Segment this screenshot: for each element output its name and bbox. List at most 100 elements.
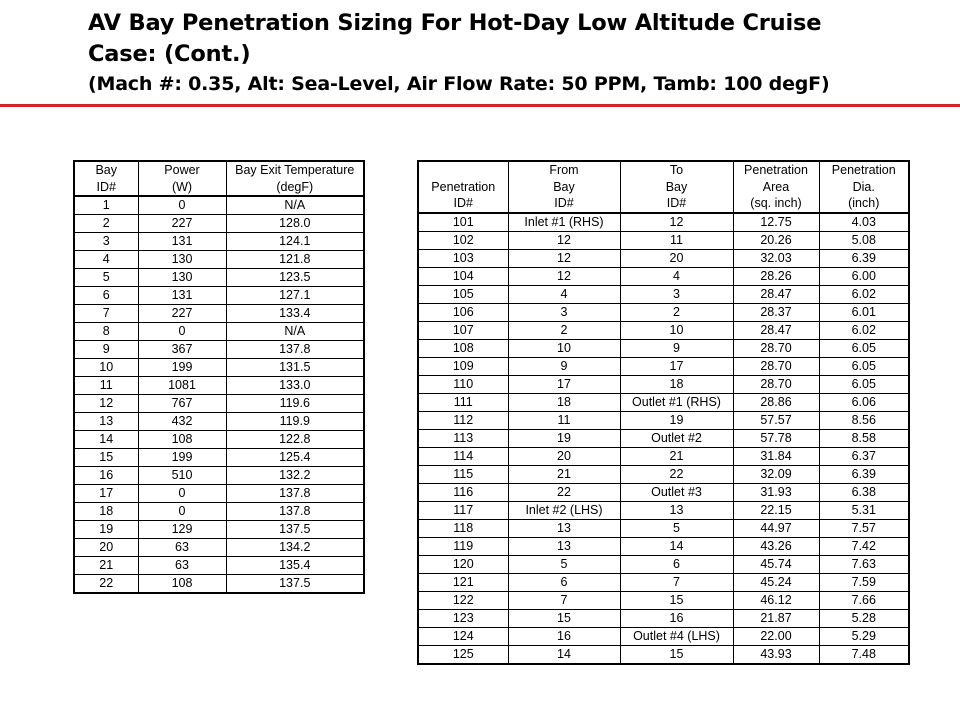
- bay-cell: 6: [73, 286, 139, 305]
- penetration-cell: 18: [619, 374, 734, 394]
- penetration-cell: 32.03: [732, 248, 820, 268]
- penetration-cell: 8.58: [818, 428, 910, 448]
- table-row: 108 10 9 28.70 6.05: [417, 338, 910, 358]
- bay-cell: 13: [73, 412, 139, 431]
- bay-cell: 130: [137, 268, 227, 287]
- penetration-header-text: Bay: [553, 179, 575, 194]
- bay-header-text: (degF): [276, 179, 314, 194]
- penetration-cell: 21: [507, 464, 621, 484]
- bay-cell: 125.4: [225, 448, 365, 467]
- penetration-header-text: Dia.: [852, 179, 875, 194]
- penetration-cell: 7.66: [818, 590, 910, 610]
- bay-cell: 63: [137, 538, 227, 557]
- table-row: 119 13 14 43.26 7.42: [417, 536, 910, 556]
- penetration-cell: 13: [507, 536, 621, 556]
- penetration-cell: 2: [619, 302, 734, 322]
- bay-cell: 119.6: [225, 394, 365, 413]
- penetration-cell: 116: [417, 482, 509, 502]
- penetration-cell: 22: [619, 464, 734, 484]
- slide-title: AV Bay Penetration Sizing For Hot-Day Lo…: [88, 8, 948, 98]
- penetration-cell: 19: [619, 410, 734, 430]
- table-row: 101 Inlet #1 (RHS) 12 12.75 4.03: [417, 212, 910, 232]
- bay-cell: 3: [73, 232, 139, 251]
- penetration-cell: 4: [507, 284, 621, 304]
- penetration-cell: 101: [417, 212, 509, 232]
- penetration-table: Penetration ID# From Bay ID# To Bay ID# Penetrat…: [417, 160, 910, 665]
- table-row: 19 129 137.5: [73, 520, 365, 539]
- penetration-cell: 112: [417, 410, 509, 430]
- bay-cell: 0: [137, 484, 227, 503]
- bay-cell: 108: [137, 430, 227, 449]
- penetration-cell: 17: [507, 374, 621, 394]
- table-row: 117 Inlet #2 (LHS) 13 22.15 5.31: [417, 500, 910, 520]
- bay-cell: 11: [73, 376, 139, 395]
- bay-cell: 130: [137, 250, 227, 269]
- penetration-cell: 114: [417, 446, 509, 466]
- penetration-cell: 10: [507, 338, 621, 358]
- table-row: 105 4 3 28.47 6.02: [417, 284, 910, 304]
- penetration-cell: 12.75: [732, 212, 820, 232]
- penetration-cell: 15: [619, 644, 734, 664]
- penetration-cell: 20: [619, 248, 734, 268]
- penetration-cell: 6.06: [818, 392, 910, 412]
- bay-cell: 15: [73, 448, 139, 467]
- bay-cell: 16: [73, 466, 139, 485]
- penetration-cell: 28.70: [732, 338, 820, 358]
- penetration-cell: 6.02: [818, 320, 910, 340]
- penetration-cell: 6.39: [818, 248, 910, 268]
- table-row: 22 108 137.5: [73, 574, 365, 594]
- penetration-header-text: ID#: [453, 196, 473, 210]
- penetration-cell: 106: [417, 302, 509, 322]
- bay-cell: 9: [73, 340, 139, 359]
- bay-cell: 510: [137, 466, 227, 485]
- bay-cell: 19: [73, 520, 139, 539]
- table-row: 11 1081 133.0: [73, 376, 365, 395]
- penetration-cell: 104: [417, 266, 509, 286]
- penetration-header-cell: From Bay ID#: [507, 160, 621, 214]
- penetration-cell: 107: [417, 320, 509, 340]
- bay-cell: 18: [73, 502, 139, 521]
- table-row: 110 17 18 28.70 6.05: [417, 374, 910, 394]
- penetration-cell: 6.00: [818, 266, 910, 286]
- penetration-header-text: Penetration: [744, 163, 808, 177]
- penetration-cell: 118: [417, 518, 509, 538]
- bay-cell: 119.9: [225, 412, 365, 431]
- penetration-cell: 11: [507, 410, 621, 430]
- bay-cell: 137.8: [225, 502, 365, 521]
- bay-header-cell: Bay ID#: [73, 160, 139, 197]
- penetration-cell: 124: [417, 626, 509, 646]
- bay-cell: 133.4: [225, 304, 365, 323]
- penetration-cell: 6.38: [818, 482, 910, 502]
- penetration-cell: 6: [507, 572, 621, 592]
- bay-cell: 135.4: [225, 556, 365, 575]
- table-row: 1 0 N/A: [73, 195, 365, 215]
- bay-cell: 128.0: [225, 214, 365, 233]
- penetration-cell: 105: [417, 284, 509, 304]
- penetration-cell: 45.74: [732, 554, 820, 574]
- penetration-cell: 28.47: [732, 284, 820, 304]
- table-row: 14 108 122.8: [73, 430, 365, 449]
- penetration-cell: 121: [417, 572, 509, 592]
- penetration-cell: 5: [507, 554, 621, 574]
- bay-cell: 133.0: [225, 376, 365, 395]
- penetration-cell: 28.47: [732, 320, 820, 340]
- penetration-cell: 13: [619, 500, 734, 520]
- penetration-header-text: Penetration: [831, 163, 896, 177]
- bay-cell: N/A: [225, 195, 365, 215]
- penetration-cell: 22.15: [732, 500, 820, 520]
- penetration-header-text: (sq. inch): [750, 196, 802, 210]
- penetration-table-header: Penetration ID# From Bay ID# To Bay ID# Penetrat…: [417, 160, 910, 214]
- table-row: 107 2 10 28.47 6.02: [417, 320, 910, 340]
- bay-header-cell: Power (W): [137, 160, 227, 197]
- penetration-cell: 6.05: [818, 338, 910, 358]
- table-row: 125 14 15 43.93 7.48: [417, 644, 910, 664]
- bay-cell: 4: [73, 250, 139, 269]
- penetration-cell: 31.93: [732, 482, 820, 502]
- penetration-cell: 8.56: [818, 410, 910, 430]
- bay-cell: 199: [137, 448, 227, 467]
- table-row: 2 227 128.0: [73, 214, 365, 233]
- penetration-cell: Inlet #2 (LHS): [507, 500, 621, 520]
- title-line-2: Case: (Cont.): [88, 41, 251, 67]
- title-divider: [0, 104, 960, 107]
- penetration-cell: Inlet #1 (RHS): [507, 212, 621, 232]
